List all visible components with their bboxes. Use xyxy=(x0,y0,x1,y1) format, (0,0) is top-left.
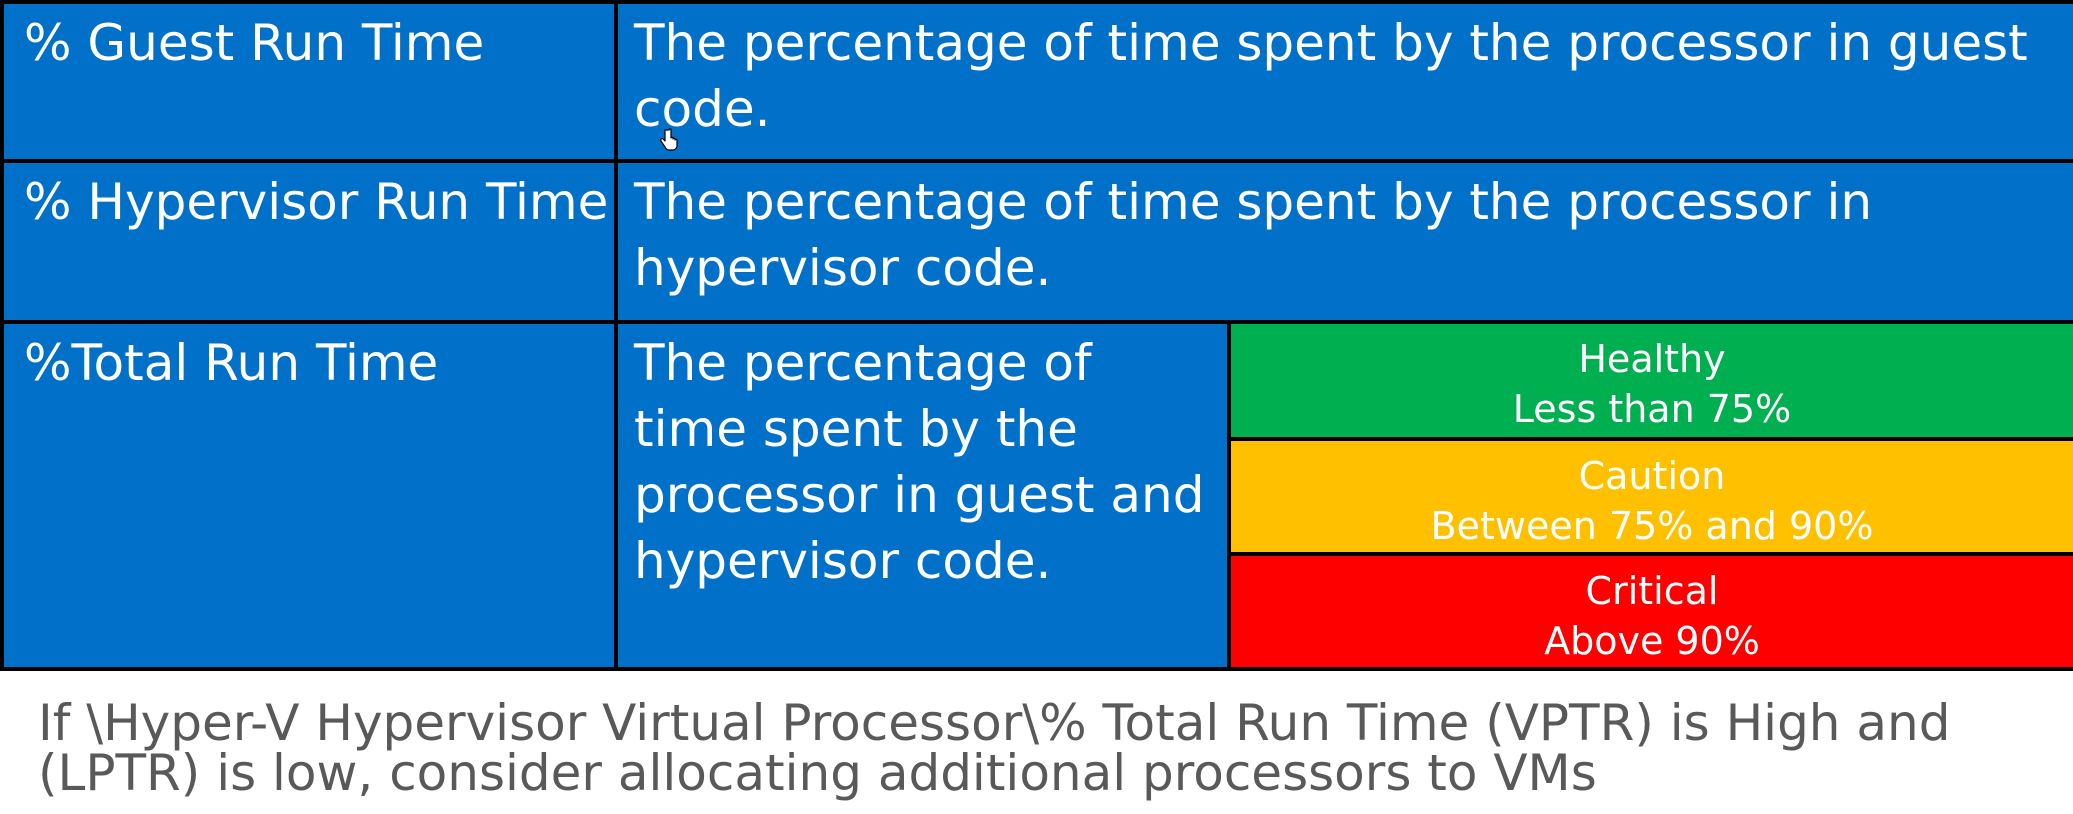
row-hypervisor-run-time-label: % Hypervisor Run Time xyxy=(4,163,614,320)
row-total-run-time-description: The percentage of time spent by the proc… xyxy=(618,324,1227,667)
row-guest-run-time-description: The percentage of time spent by the proc… xyxy=(618,4,2073,159)
hand-cursor-icon xyxy=(660,128,678,151)
footer-line-2: (LPTR) is low, consider allocating addit… xyxy=(38,744,1597,802)
counter-table: % Guest Run Time The percentage of time … xyxy=(0,0,2073,671)
threshold-critical: Critical Above 90% xyxy=(1231,556,2073,667)
counter-description: The percentage of time spent by the proc… xyxy=(634,334,1205,590)
threshold-healthy: Healthy Less than 75% xyxy=(1231,324,2073,437)
row-hypervisor-run-time-description: The percentage of time spent by the proc… xyxy=(618,163,2073,320)
threshold-caution: Caution Between 75% and 90% xyxy=(1231,441,2073,552)
threshold-range: Above 90% xyxy=(1544,619,1760,663)
counter-name: % Guest Run Time xyxy=(24,14,485,72)
counter-description: The percentage of time spent by the proc… xyxy=(634,14,2028,138)
counter-name: %Total Run Time xyxy=(24,334,439,392)
threshold-status: Healthy xyxy=(1578,337,1726,381)
row-total-run-time-label: %Total Run Time xyxy=(4,324,614,667)
footer-note: If \Hyper-V Hypervisor Virtual Processor… xyxy=(38,698,2038,798)
threshold-range: Less than 75% xyxy=(1512,387,1792,431)
counter-description: The percentage of time spent by the proc… xyxy=(634,173,1873,297)
counter-name: % Hypervisor Run Time xyxy=(24,173,609,231)
threshold-status: Critical xyxy=(1585,569,1719,613)
row-guest-run-time-label: % Guest Run Time xyxy=(4,4,614,159)
footer-line-1: If \Hyper-V Hypervisor Virtual Processor… xyxy=(38,694,1951,752)
threshold-status: Caution xyxy=(1578,454,1726,498)
threshold-range: Between 75% and 90% xyxy=(1430,504,1874,548)
